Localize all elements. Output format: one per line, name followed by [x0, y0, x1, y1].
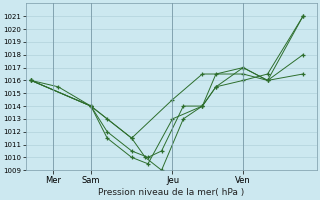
X-axis label: Pression niveau de la mer( hPa ): Pression niveau de la mer( hPa ) [98, 188, 244, 197]
